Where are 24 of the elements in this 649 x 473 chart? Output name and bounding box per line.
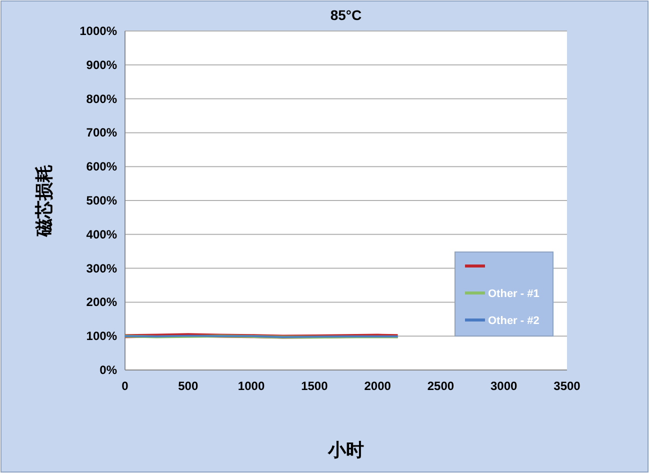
x-tick-label: 3500 [554, 379, 581, 393]
y-tick-label: 700% [86, 126, 118, 140]
chart-title: 85°C [330, 7, 362, 23]
y-tick-label: 100% [86, 329, 118, 344]
y-tick-label: 1000% [80, 24, 118, 38]
y-tick-label: 200% [86, 295, 118, 310]
y-tick-label: 400% [86, 227, 118, 242]
x-tick-label: 2500 [427, 379, 454, 393]
x-tick-label: 0 [122, 379, 129, 393]
y-tick-label: 800% [86, 92, 118, 106]
x-tick-label: 2000 [364, 379, 392, 393]
y-tick-label: 300% [86, 261, 118, 276]
legend-label: Other - #1 [488, 288, 540, 300]
x-tick-label: 500 [178, 379, 198, 393]
y-tick-label: 600% [86, 160, 118, 174]
y-tick-label: 500% [86, 194, 118, 208]
x-tick-label: 1500 [301, 379, 328, 393]
legend-label: Other - #2 [488, 315, 540, 327]
y-tick-label: 900% [86, 58, 118, 72]
x-tick-label: 3000 [490, 379, 518, 393]
x-tick-label: 1000 [238, 379, 265, 393]
y-tick-label: 0% [100, 363, 118, 377]
y-axis-title: 磁芯损耗 [34, 164, 54, 238]
x-axis-title: 小时 [327, 440, 364, 460]
